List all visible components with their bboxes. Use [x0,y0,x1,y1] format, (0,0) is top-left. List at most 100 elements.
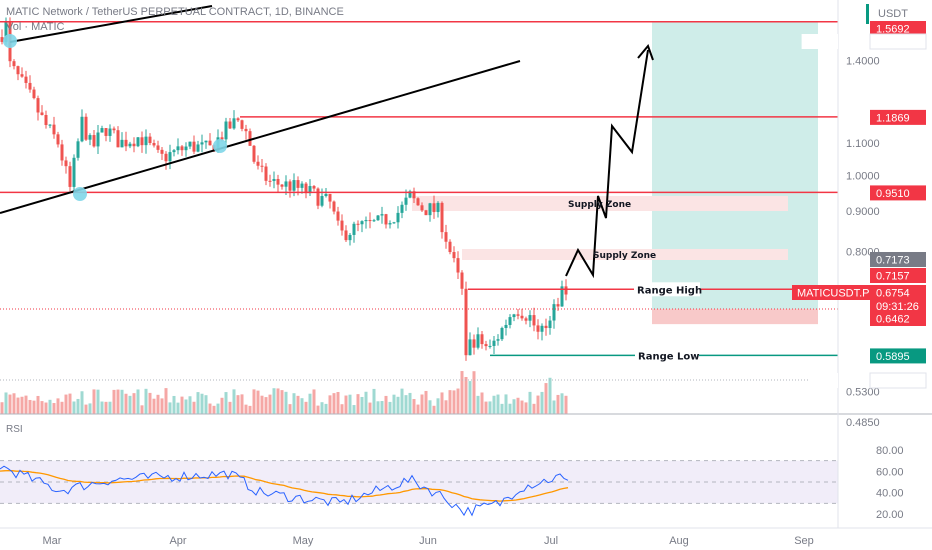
currency-label: USDT [878,8,908,20]
candle-body [60,144,64,161]
volume-bar [408,392,412,414]
candle-body [204,140,208,143]
volume-bar [108,401,112,414]
price-tag-value: 0.7173 [876,255,910,267]
candle-body [108,128,112,136]
volume-bar [232,389,236,414]
volume-bar [528,391,532,414]
candle-body [356,223,360,225]
volume-bar [436,398,440,414]
volume-bar [384,395,388,414]
price-tag-countdown: 09:31:26 [876,301,919,313]
volume-bar [208,403,212,414]
candle-body [488,345,492,347]
candle-body [192,141,196,152]
volume-bar [380,401,384,414]
volume-bar [112,389,116,414]
volume-bar [172,395,176,414]
volume-bar [412,399,416,414]
candle-body [444,232,448,242]
price-tag-title: MATICUSDT.P [797,288,870,300]
price-tick-label: 0.9000 [846,206,880,218]
candle-body [532,315,536,326]
candle-body [428,203,432,216]
candle-body [452,252,456,259]
candle-body [132,143,136,147]
volume-bar [452,390,456,414]
candle-body [372,220,376,222]
volume-bar [236,395,240,414]
candle-body [412,191,416,199]
candle-body [188,141,192,147]
price-tag-bg [870,285,926,313]
volume-bar [512,399,516,414]
candle-body [316,188,320,206]
candle-body [300,183,304,188]
rsi-tick-label: 80.00 [876,445,904,457]
candle-body [476,334,480,348]
volume-bar [44,402,48,414]
candle-body [72,157,76,187]
volume-bar [464,376,468,414]
volume-bar [448,390,452,414]
chart-title: MATIC Network / TetherUS PERPETUAL CONTR… [6,6,344,18]
candle-body [400,204,404,213]
candle-body [248,131,252,146]
volume-bar [488,401,492,414]
currency-badge[interactable]: USDT [866,4,931,24]
volume-bar [140,405,144,414]
candle-body [20,74,24,77]
price-tag-bg [869,372,927,389]
candle-body [480,334,484,345]
volume-bar [360,396,364,414]
candle-body [236,118,240,121]
time-tick-label: Aug [669,535,689,547]
volume-bar [292,393,296,414]
price-tick-label: 1.0000 [846,170,880,182]
candle-body [52,124,56,135]
candle-body [48,124,52,126]
volume-bar [444,400,448,414]
supply-zone-upper-label: Supply Zone [568,200,631,210]
price-tag-bg [870,311,926,326]
price-tag-value: 0.6754 [876,288,910,300]
volume-bar [220,397,224,414]
candle-body [256,161,260,166]
volume-bar [388,401,392,414]
candle-body [208,140,212,146]
candle-body [16,66,20,75]
candle-body [92,135,96,147]
candle-body [160,149,164,154]
candle-body [136,137,140,147]
candle-body [68,166,72,187]
volume-bar [316,405,320,414]
volume-bar [76,398,80,414]
candle-body [396,212,400,223]
target-zone [652,21,818,310]
volume-bar [296,395,300,414]
volume-bar [440,392,444,414]
volume-bar [16,397,20,414]
rsi-tick-label: 20.00 [876,509,904,521]
volume-bar [184,399,188,414]
candle-body [376,215,380,221]
volume-bar [368,402,372,414]
volume-bar [312,389,316,414]
trendline-upper [9,5,213,43]
projected-path [565,49,649,279]
candle-body [308,186,312,194]
candle-body [24,76,28,83]
candle-body [524,318,528,321]
price-tag-title-bg [801,34,838,49]
candle-body [464,288,468,356]
candle-body [520,315,524,319]
candle-body [140,137,144,146]
candle-body [0,37,4,42]
volume-bar [240,394,244,414]
candle-body [352,223,356,235]
candle-body [56,134,60,145]
volume-bar [564,395,568,414]
volume-bar [128,395,132,414]
volume-bar [356,394,360,414]
